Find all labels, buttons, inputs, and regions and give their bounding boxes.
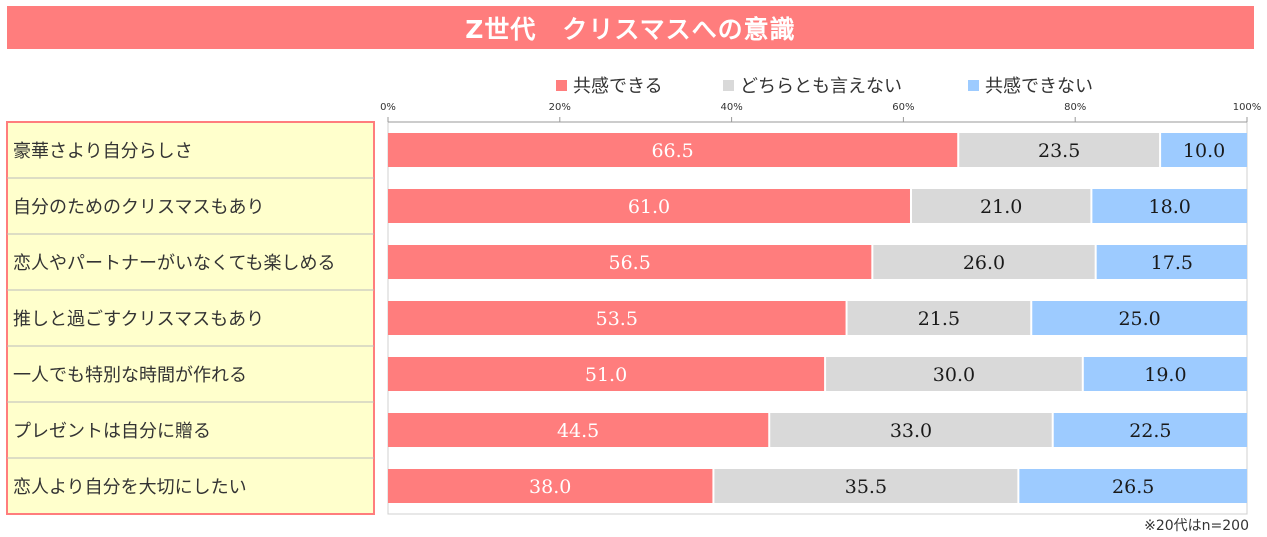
legend-item-disagree: 共感できない (968, 72, 1093, 98)
legend-item-neutral: どちらとも言えない (723, 72, 902, 98)
bar-agree (388, 133, 958, 167)
value-label-agree: 61.0 (628, 196, 670, 218)
category-label: プレゼントは自分に贈る (13, 421, 211, 442)
bar-disagree (1019, 469, 1247, 503)
bar-neutral (873, 245, 1095, 279)
value-label-neutral: 23.5 (1038, 140, 1080, 162)
legend-item-agree: 共感できる (556, 72, 663, 98)
category-label: 恋人やパートナーがいなくても楽しめる (13, 252, 336, 274)
bar-neutral (959, 133, 1160, 167)
category-label: 自分のためのクリスマスもあり (13, 197, 264, 218)
legend-label-disagree: 共感できない (985, 76, 1093, 97)
x-tick-label: 0% (380, 102, 396, 113)
value-label-agree: 53.5 (596, 308, 638, 330)
category-label: 一人でも特別な時間が作れる (13, 365, 247, 386)
value-label-disagree: 10.0 (1183, 140, 1225, 162)
category-label: 豪華さより自分らしさ (13, 141, 193, 162)
value-label-agree: 44.5 (557, 420, 599, 442)
bar-disagree (1032, 301, 1247, 335)
legend-label-agree: 共感できる (573, 76, 663, 97)
bar-disagree (1096, 245, 1247, 279)
bar-agree (388, 189, 910, 223)
category-label: 恋人より自分を大切にしたい (13, 476, 247, 498)
bar-neutral (847, 301, 1031, 335)
x-tick-label: 80% (1064, 102, 1086, 113)
legend-swatch-agree (556, 79, 567, 91)
bar-disagree (1083, 357, 1247, 391)
value-label-neutral: 21.0 (980, 196, 1022, 218)
value-label-neutral: 30.0 (933, 364, 975, 386)
bar-neutral (714, 469, 1018, 503)
x-tick-label: 100% (1233, 102, 1262, 113)
bar-neutral (826, 357, 1082, 391)
value-label-disagree: 18.0 (1149, 196, 1191, 218)
bar-agree (388, 469, 713, 503)
bar-neutral (770, 413, 1052, 447)
bar-agree (388, 357, 825, 391)
footnote: ※20代はn=200 (1144, 518, 1249, 534)
value-label-agree: 38.0 (529, 476, 571, 498)
value-label-agree: 51.0 (585, 364, 627, 386)
value-label-disagree: 26.5 (1112, 476, 1154, 498)
x-tick-label: 40% (720, 102, 742, 113)
value-label-disagree: 19.0 (1144, 364, 1186, 386)
bar-disagree (1161, 133, 1247, 167)
bar-neutral (911, 189, 1091, 223)
value-label-neutral: 26.0 (963, 252, 1005, 274)
value-label-agree: 56.5 (609, 252, 651, 274)
bar-agree (388, 301, 846, 335)
x-tick-label: 20% (549, 102, 571, 113)
bar-disagree (1092, 189, 1247, 223)
value-label-neutral: 33.0 (890, 420, 932, 442)
legend-swatch-neutral (723, 79, 734, 91)
value-label-agree: 66.5 (651, 140, 693, 162)
value-label-neutral: 21.5 (918, 308, 960, 330)
bar-agree (388, 413, 769, 447)
bar-agree (388, 245, 872, 279)
chart-title: Z世代 クリスマスへの意識 (7, 6, 1254, 49)
legend-swatch-disagree (968, 79, 979, 91)
value-label-disagree: 17.5 (1151, 252, 1193, 274)
value-label-neutral: 35.5 (845, 476, 887, 498)
category-label-panel (6, 121, 375, 515)
category-label: 推しと過ごすクリスマスもあり (13, 309, 264, 330)
x-tick-label: 60% (892, 102, 914, 113)
bar-disagree (1053, 413, 1247, 447)
value-label-disagree: 22.5 (1129, 420, 1171, 442)
value-label-disagree: 25.0 (1118, 308, 1160, 330)
legend-label-neutral: どちらとも言えない (740, 76, 902, 97)
